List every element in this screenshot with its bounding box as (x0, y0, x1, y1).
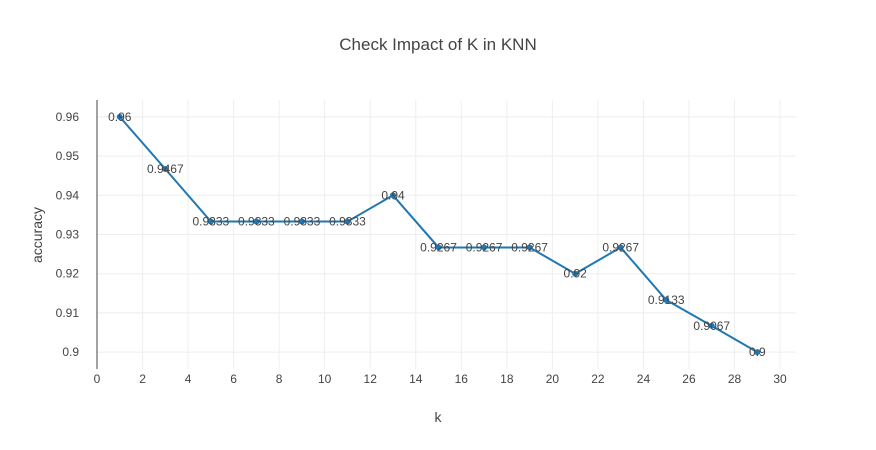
data-point (253, 218, 260, 225)
y-tick-label: 0.95 (56, 149, 80, 163)
y-tick-label: 0.93 (56, 228, 80, 242)
data-label: 0.9133 (648, 293, 685, 307)
x-tick-label: 0 (94, 372, 101, 386)
y-tick-label: 0.91 (56, 306, 80, 320)
data-point (116, 113, 123, 120)
data-label: 0.9333 (284, 215, 321, 229)
data-point (754, 349, 761, 356)
x-tick-label: 8 (276, 372, 283, 386)
data-point (481, 244, 488, 251)
x-tick-label: 14 (409, 372, 423, 386)
data-label: 0.9067 (693, 319, 730, 333)
data-label: 0.94 (381, 188, 405, 202)
x-axis-label: k (435, 409, 443, 425)
x-tick-label: 26 (682, 372, 696, 386)
x-tick-label: 2 (139, 372, 146, 386)
axes: 0 2 4 6 8 10 12 14 16 18 20 22 24 26 28 300.90.910.920.… (56, 100, 787, 386)
x-tick-label: 10 (318, 372, 332, 386)
data-label: 0.9333 (329, 215, 366, 229)
data-label: 0.92 (563, 267, 587, 281)
x-tick-label: 20 (546, 372, 560, 386)
x-tick-label: 24 (637, 372, 651, 386)
data-label: 0.9333 (238, 215, 275, 229)
series (116, 113, 761, 356)
x-tick-label: 22 (591, 372, 605, 386)
x-tick-label: 4 (185, 372, 192, 386)
data-point (389, 192, 396, 199)
y-tick-label: 0.96 (56, 110, 80, 124)
data-labels: 0.96 0.9467 0.9333 0.9333 0.9333 0.9333 0.94 0.… (108, 110, 766, 359)
data-label: 0.9267 (511, 240, 548, 254)
x-tick-label: 6 (230, 372, 237, 386)
data-label: 0.9 (749, 345, 766, 359)
x-tick-label: 28 (728, 372, 742, 386)
chart-title: Check Impact of K in KNN (339, 35, 536, 54)
data-point (207, 218, 214, 225)
data-point (572, 270, 579, 277)
data-point (617, 244, 624, 251)
data-label: 0.96 (108, 110, 132, 124)
x-tick-label: 18 (500, 372, 514, 386)
data-label: 0.9267 (466, 240, 503, 254)
data-point (344, 218, 351, 225)
data-label: 0.9267 (602, 240, 639, 254)
x-tick-label: 30 (773, 372, 787, 386)
y-tick-label: 0.92 (56, 267, 80, 281)
x-tick-label: 16 (455, 372, 469, 386)
data-point (162, 166, 169, 173)
grid (97, 100, 796, 369)
data-point (435, 244, 442, 251)
data-point (663, 296, 670, 303)
data-label: 0.9467 (147, 162, 184, 176)
y-tick-label: 0.94 (56, 188, 80, 202)
data-point (298, 218, 305, 225)
data-point (526, 244, 533, 251)
y-tick-label: 0.9 (62, 345, 79, 359)
x-tick-label: 12 (364, 372, 378, 386)
data-point (708, 322, 715, 329)
data-label: 0.9267 (420, 240, 457, 254)
data-label: 0.9333 (192, 215, 229, 229)
y-axis-label: accuracy (29, 207, 45, 263)
